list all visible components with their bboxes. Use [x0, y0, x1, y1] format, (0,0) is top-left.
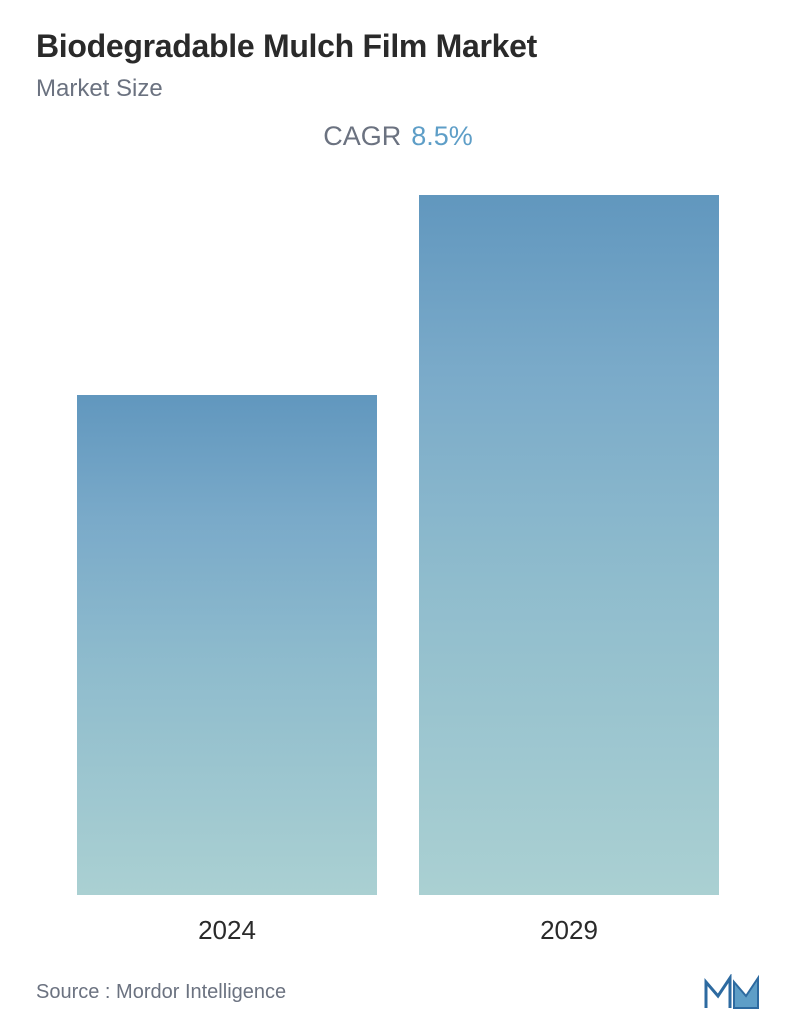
page-subtitle: Market Size — [36, 75, 760, 103]
bar-0 — [77, 395, 377, 895]
bar-group-0: 2024 — [77, 395, 377, 946]
cagr-value: 8.5% — [411, 121, 473, 151]
footer: Source : Mordor Intelligence — [36, 966, 760, 1010]
source-text: Source : Mordor Intelligence — [36, 981, 286, 1004]
bar-label-0: 2024 — [198, 915, 256, 946]
page-title: Biodegradable Mulch Film Market — [36, 28, 760, 65]
bar-1 — [419, 195, 719, 895]
brand-logo-icon — [704, 974, 760, 1010]
cagr-row: CAGR 8.5% — [36, 121, 760, 152]
bar-label-1: 2029 — [540, 915, 598, 946]
cagr-label: CAGR — [323, 121, 401, 151]
chart-container: Biodegradable Mulch Film Market Market S… — [0, 0, 796, 1034]
bar-group-1: 2029 — [419, 195, 719, 946]
bar-chart: 2024 2029 — [36, 182, 760, 946]
